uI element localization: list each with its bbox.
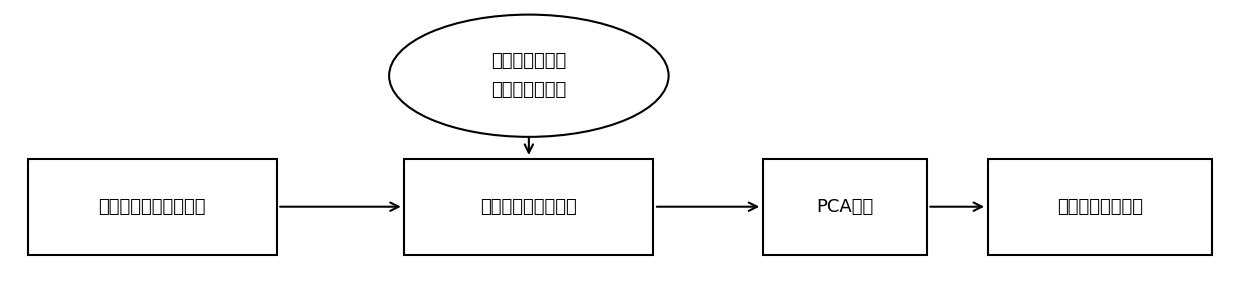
Text: 故障信息的小波分解: 故障信息的小波分解 [480, 198, 578, 216]
Bar [404, 159, 653, 255]
Text: 电路可测定的故障信息: 电路可测定的故障信息 [98, 198, 206, 216]
Bar [987, 159, 1213, 255]
Bar [27, 159, 277, 255]
Text: 选择最优母小波: 选择最优母小波 [491, 81, 567, 99]
Text: 提取故障特征向量: 提取故障特征向量 [1056, 198, 1143, 216]
Bar [763, 159, 926, 255]
Text: 最大信息熵原则: 最大信息熵原则 [491, 52, 567, 70]
Text: PCA降维: PCA降维 [816, 198, 873, 216]
